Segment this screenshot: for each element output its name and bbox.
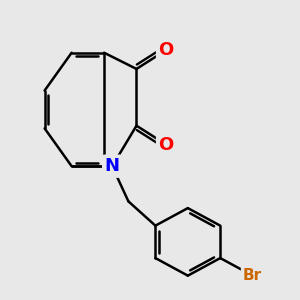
Text: O: O <box>159 136 174 154</box>
Text: N: N <box>105 157 120 175</box>
Text: Br: Br <box>243 268 262 283</box>
Text: O: O <box>159 41 174 59</box>
